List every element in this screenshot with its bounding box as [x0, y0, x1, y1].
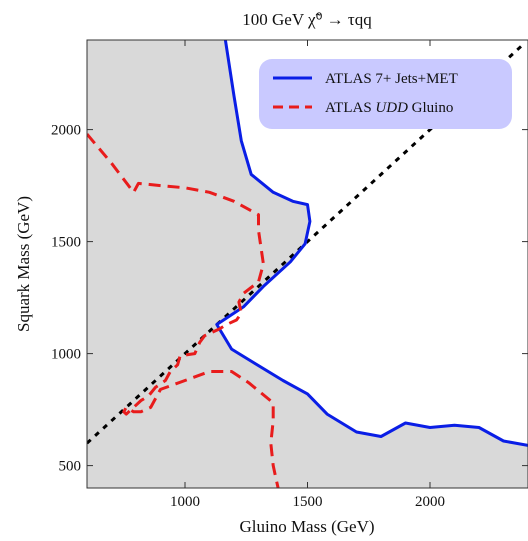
y-tick-label-1500: 1500 — [51, 235, 81, 251]
chart-title: 100 GeV χ̃⁰ → τqq — [242, 10, 372, 29]
legend-label-udd-suffix: Gluino — [408, 100, 453, 116]
x-tick-label-1000: 1000 — [170, 494, 200, 510]
legend-box — [259, 59, 512, 129]
legend-label-udd-italic: UDD — [375, 100, 408, 116]
legend-label-udd-prefix: ATLAS — [325, 100, 375, 116]
series-udd-gluino-line — [87, 133, 280, 488]
y-tick-label-500: 500 — [59, 459, 82, 475]
y-tick-label-1000: 1000 — [51, 347, 81, 363]
legend: ATLAS 7+ Jets+MET ATLAS UDD Gluino — [259, 59, 512, 129]
y-tick-label-2000: 2000 — [51, 123, 81, 139]
legend-label-jets-met: ATLAS 7+ Jets+MET — [325, 71, 458, 87]
y-axis-ticks: 500 1000 1500 2000 — [51, 123, 528, 475]
x-axis-ticks: 1000 1500 2000 — [170, 40, 445, 510]
y-axis-label: Squark Mass (GeV) — [14, 196, 33, 332]
series-jets-met-line — [215, 40, 528, 447]
x-tick-label-2000: 2000 — [415, 494, 445, 510]
series-layer — [87, 40, 528, 488]
x-tick-label-1500: 1500 — [293, 494, 323, 510]
x-axis-label: Gluino Mass (GeV) — [239, 517, 374, 536]
legend-label-udd-gluino: ATLAS UDD Gluino — [325, 100, 453, 116]
